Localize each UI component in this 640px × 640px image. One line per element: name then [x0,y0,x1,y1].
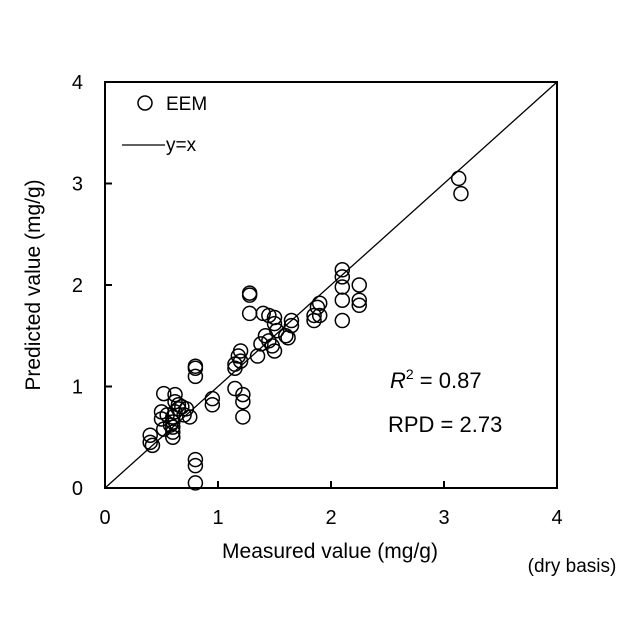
data-point [165,424,181,440]
data-point [204,390,221,407]
data-point [311,307,328,324]
data-point [278,328,294,344]
data-point [351,297,367,314]
y-axis-title: Predicted value (mg/g) [22,179,45,390]
x-tick-label: 3 [438,507,449,529]
data-point [351,277,367,293]
r-squared-annotation: R2 = 0.87 [390,366,482,393]
data-point [241,287,258,303]
data-point [334,279,351,295]
data-point [235,386,251,403]
data-point [253,336,269,352]
dry-basis-note: (dry basis) [528,556,617,577]
data-point [450,170,467,187]
data-point [232,353,249,369]
data-point [187,451,204,468]
data-point [280,330,296,346]
y-tick-label: 4 [72,72,83,94]
data-point [266,315,283,332]
y-tick-label: 1 [72,377,83,399]
data-point [187,457,204,474]
data-point [334,269,351,285]
data-point [170,401,187,417]
x-tick-label: 1 [212,507,223,529]
data-point [142,427,158,443]
x-tick-label: 4 [551,507,562,529]
y-equals-x-line [104,81,558,489]
data-point [153,411,170,427]
data-point [153,404,170,420]
axis-ticks [104,81,558,489]
data-point [165,429,181,445]
data-point [261,333,277,349]
data-point [227,380,243,397]
data-point [156,385,172,402]
data-points [142,170,469,491]
data-point [453,185,469,202]
data-point [167,386,183,403]
x-tick-label: 0 [99,507,110,529]
r2-value: = 0.87 [414,368,482,393]
data-point [235,393,251,410]
y-tick-labels: 0 1 2 3 4 [72,72,83,500]
y-tick-label: 0 [72,478,83,500]
data-point [249,348,266,364]
x-tick-labels: 0 1 2 3 4 [99,507,562,529]
data-point [311,295,328,312]
y-tick-label: 2 [72,275,83,297]
data-point [334,312,351,329]
x-tick-label: 2 [325,507,336,529]
data-point [144,437,161,454]
data-point [235,409,251,425]
legend-label-yx: y=x [166,135,197,156]
data-point [142,434,158,451]
data-point [241,305,258,322]
x-axis-title: Measured value (mg/g) [222,540,438,563]
data-point [204,397,221,413]
data-point [351,292,367,308]
legend-circle-marker [137,95,153,111]
data-point [187,368,204,385]
data-point [334,292,351,308]
y-tick-label: 3 [72,174,83,196]
data-point [187,475,204,491]
rpd-annotation: RPD = 2.73 [388,412,502,437]
data-point [283,312,300,329]
data-point [257,328,274,344]
legend-label-eem: EEM [166,94,207,115]
data-point [334,262,351,278]
r-sup: 2 [406,366,414,382]
data-point [167,393,183,410]
data-point [306,312,322,329]
r-label: R [390,368,406,393]
data-point [187,360,204,376]
